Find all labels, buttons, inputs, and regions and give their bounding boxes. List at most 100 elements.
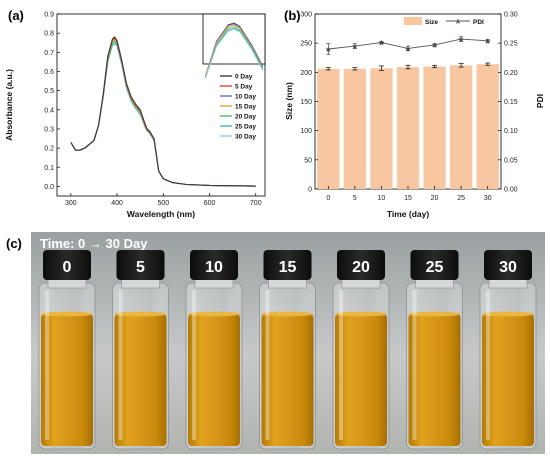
vials: 0 5 10 15 20 25 30 <box>38 250 537 450</box>
glass-highlight <box>118 290 123 440</box>
time-label: Time: 0 → 30 Day <box>40 236 148 251</box>
glass-highlight <box>412 290 417 440</box>
legend-label: 5 Day <box>235 84 253 91</box>
x-tick-label: 25 <box>457 195 465 202</box>
panel-b-label: (b) <box>284 8 301 23</box>
vial-liquid <box>335 314 387 446</box>
x-tick-label: 0 <box>326 195 330 202</box>
x-tick-label: 5 <box>353 195 357 202</box>
vial-day-label: 0 <box>63 259 72 276</box>
inset-zoom-lines <box>204 22 264 79</box>
vial-day-label: 15 <box>279 259 297 276</box>
x-axis-ticks: 0 5 10 15 20 25 30 <box>326 186 492 202</box>
liquid-meniscus <box>41 311 93 317</box>
inset-series-line <box>204 27 264 79</box>
x-tick-label: 600 <box>204 200 216 207</box>
y2-tick-label: 0.00 <box>504 187 518 194</box>
series-line <box>70 36 256 187</box>
vial-liquid <box>114 314 167 446</box>
y-tick-label: 150 <box>300 99 312 106</box>
pdi-point: ★ <box>404 44 411 53</box>
size-bar <box>396 67 420 189</box>
y-tick-label: 0.3 <box>44 126 54 133</box>
vial-liquid <box>261 314 314 446</box>
pdi-point: ★ <box>484 37 491 46</box>
vial: 5 <box>112 250 169 450</box>
legend-label: 0 Day <box>235 74 253 81</box>
right-y-axis-title: PDI <box>535 94 545 108</box>
y-tick-label: 0.2 <box>44 146 54 153</box>
y-tick-label: 0.0 <box>44 184 54 191</box>
vial-cap <box>263 250 312 280</box>
vial: 0 <box>38 250 96 450</box>
vial-cap <box>43 250 91 280</box>
vial-day-label: 25 <box>426 259 444 276</box>
vial-day-label: 20 <box>352 259 370 276</box>
pdi-point: ★ <box>325 45 332 54</box>
vial: 25 <box>406 250 463 450</box>
liquid-meniscus <box>482 311 534 317</box>
series-line <box>70 42 256 187</box>
y-axis-ticks: 0.0 0.1 0.2 0.3 0.4 0.5 0.6 0.7 0.8 0.9 <box>44 12 60 191</box>
y-tick-label: 100 <box>300 128 312 135</box>
legend-label: 15 Day <box>235 104 256 111</box>
vial-liquid <box>482 314 534 446</box>
size-bar <box>449 65 473 189</box>
vial-cap <box>337 250 385 280</box>
size-bar <box>476 64 499 189</box>
vial: 20 <box>332 250 390 450</box>
liquid-meniscus <box>335 311 387 317</box>
pdi-point: ★ <box>431 41 438 50</box>
liquid-meniscus <box>261 311 314 317</box>
y-tick-label: 0.9 <box>44 12 54 19</box>
size-bars <box>317 62 499 189</box>
panel-a-label: (a) <box>8 8 24 23</box>
legend-pdi-label: PDI <box>473 19 484 26</box>
x-axis-title: Time (day) <box>387 209 430 219</box>
y-tick-label: 0 <box>308 187 312 194</box>
vial-day-label: 5 <box>136 259 145 276</box>
glass-highlight <box>486 290 490 440</box>
inset-series-line <box>204 26 264 79</box>
panel-c-label: (c) <box>6 236 22 251</box>
pdi-line: ★ ★ ★ ★ ★ ★ ★ <box>325 35 491 55</box>
pdi-point: ★ <box>351 42 358 51</box>
y2-tick-label: 0.05 <box>504 157 518 164</box>
size-bar <box>423 66 446 189</box>
vial-cap <box>190 250 238 280</box>
vial-liquid <box>408 314 461 446</box>
y-tick-label: 0.8 <box>44 31 54 38</box>
x-tick-label: 700 <box>250 200 262 207</box>
vial-cap <box>410 250 459 280</box>
absorbance-chart: 0.0 0.1 0.2 0.3 0.4 0.5 0.6 0.7 0.8 0.9 300 400 500… <box>4 12 266 219</box>
pdi-point: ★ <box>458 35 465 44</box>
left-y-axis-title: Size (nm) <box>284 82 294 120</box>
liquid-meniscus <box>114 311 167 317</box>
y-tick-label: 50 <box>304 157 312 164</box>
y2-tick-label: 0.10 <box>504 128 518 135</box>
y2-tick-label: 0.15 <box>504 99 518 106</box>
vial-cap <box>484 250 532 280</box>
legend-label: 20 Day <box>235 114 256 121</box>
size-bar <box>317 68 340 189</box>
vial: 15 <box>259 250 316 450</box>
inset-series-line <box>204 28 264 79</box>
legend-size-label: Size <box>425 19 438 26</box>
y2-tick-label: 0.25 <box>504 41 518 48</box>
pdi-point: ★ <box>378 39 385 48</box>
legend-label: 30 Day <box>235 134 256 141</box>
y-tick-label: 0.7 <box>44 50 54 57</box>
star-icon: ★ <box>454 17 461 26</box>
legend-label: 25 Day <box>235 124 256 131</box>
right-y-axis-ticks: 0.00 0.05 0.10 0.15 0.20 0.25 0.30 <box>498 12 518 194</box>
plot-frame <box>56 13 266 197</box>
size-bar <box>343 68 367 189</box>
inset-series-line <box>204 24 264 77</box>
x-tick-label: 400 <box>111 200 123 207</box>
x-tick-label: 500 <box>157 200 169 207</box>
y-tick-label: 200 <box>300 70 312 77</box>
left-y-axis-ticks: 0 50 100 150 200 250 300 <box>300 12 318 194</box>
x-tick-label: 300 <box>65 200 77 207</box>
